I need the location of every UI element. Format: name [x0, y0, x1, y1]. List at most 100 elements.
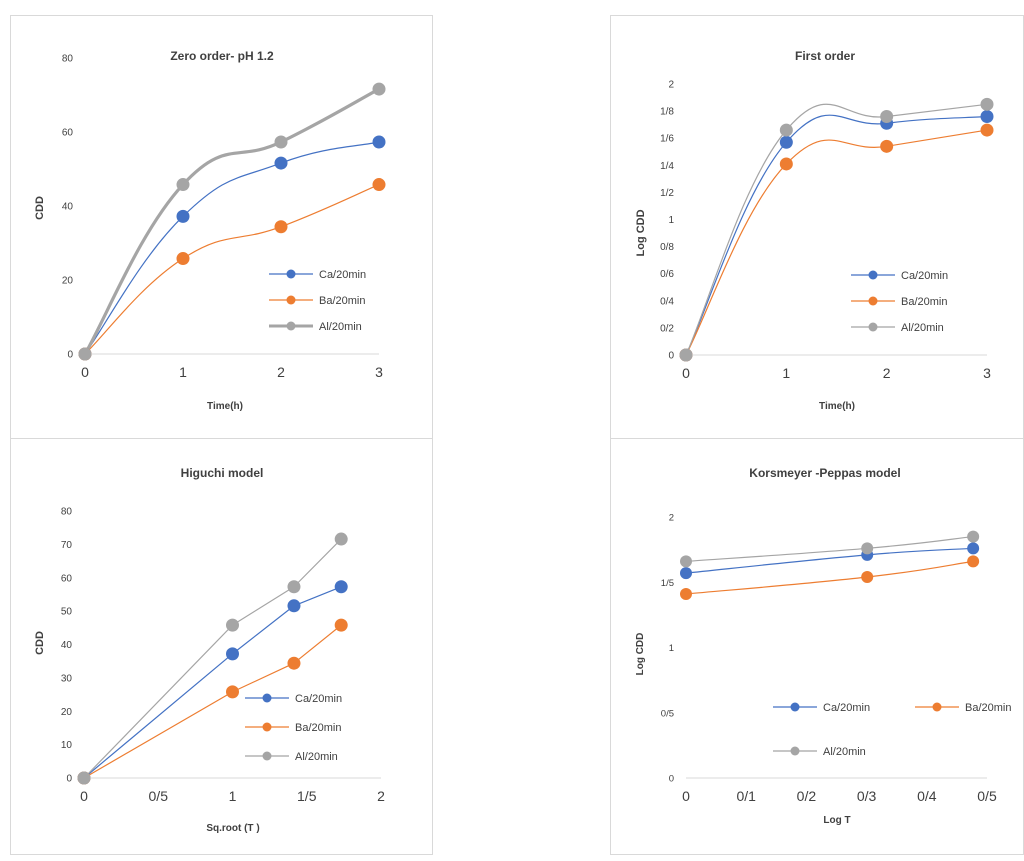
- legend-label: Ca/20min: [295, 693, 342, 705]
- ca-series-point: [372, 135, 386, 149]
- x-tick-label: 0: [80, 788, 88, 804]
- chart-title: First order: [795, 49, 855, 63]
- x-axis-label: Time(h): [819, 401, 855, 412]
- y-axis-label: Log CDD: [635, 633, 646, 676]
- ba-series-line: [685, 129, 988, 356]
- legend-entry-al-series: Al/20min: [245, 751, 338, 763]
- legend-entry-al-series: Al/20min: [773, 746, 866, 758]
- ba-series-line: [83, 624, 342, 779]
- x-tick-label: 1/5: [297, 788, 317, 804]
- x-tick-label: 1: [229, 788, 237, 804]
- al-series-point: [226, 618, 239, 632]
- legend-label: Ca/20min: [823, 702, 870, 714]
- legend-entry-al-series: Al/20min: [851, 322, 944, 334]
- chart-title: Korsmeyer -Peppas model: [749, 466, 900, 480]
- legend-label: Al/20min: [295, 751, 338, 763]
- ba-series-line: [84, 183, 380, 355]
- y-axis-label: CDD: [34, 631, 46, 655]
- x-tick-label: 0/5: [149, 788, 169, 804]
- legend-label: Ca/20min: [901, 270, 948, 282]
- legend-marker: [286, 321, 296, 331]
- x-tick-label: 1: [179, 364, 187, 380]
- al-series-point: [967, 530, 980, 543]
- ca-series-line: [84, 141, 380, 355]
- ba-series-point: [334, 618, 348, 632]
- peppas-chart: Korsmeyer -Peppas model Log T Log CDD 00…: [635, 466, 1011, 826]
- y-tick-label: 80: [61, 507, 73, 518]
- ca-series-line: [83, 586, 342, 779]
- zero-order-panel: Zero order- pH 1.2 Time(h) CDD 0 20 40 60 80…: [10, 15, 433, 439]
- legend-marker: [286, 295, 296, 305]
- ba-series-point: [779, 157, 793, 171]
- legend-label: Ba/20min: [965, 702, 1011, 714]
- ca-series-point: [980, 110, 994, 124]
- y-tick-label: 2: [669, 513, 674, 524]
- legend-label: Al/20min: [319, 321, 362, 333]
- x-axis-label: Log T: [823, 815, 850, 826]
- ba-series-line: [685, 560, 974, 595]
- ca-series-line: [685, 114, 988, 356]
- x-tick-label: 0/3: [857, 788, 877, 804]
- y-tick-label: 1/2: [660, 188, 674, 199]
- y-tick-label: 0: [669, 774, 674, 785]
- y-tick-label: 50: [61, 607, 73, 618]
- ba-series-point: [680, 587, 692, 600]
- y-tick-label: 1/8: [660, 107, 674, 118]
- x-tick-label: 2: [377, 788, 385, 804]
- al-series-line: [685, 103, 988, 356]
- first-order-panel: First order Time(h) Log CDD 0 0/2 0/4 0/6 0/…: [610, 15, 1024, 439]
- y-axis-label: CDD: [34, 196, 46, 220]
- y-tick-label: 1/4: [660, 161, 674, 172]
- ba-series-point: [372, 178, 386, 192]
- x-axis-label: Time(h): [207, 401, 243, 412]
- x-tick-label: 2: [883, 365, 891, 381]
- x-tick-label: 0: [81, 364, 89, 380]
- al-series-line: [685, 535, 974, 562]
- legend-entry-ba-series: Ba/20min: [269, 295, 365, 307]
- al-series-point: [779, 123, 793, 137]
- legend-marker: [868, 270, 878, 280]
- x-tick-label: 0/1: [736, 788, 756, 804]
- zero-order-chart: Zero order- pH 1.2 Time(h) CDD 020406080…: [34, 49, 386, 412]
- legend-entry-ba-series: Ba/20min: [915, 702, 1011, 714]
- y-tick-label: 0: [67, 350, 73, 361]
- legend-entry-ca-series: Ca/20min: [851, 270, 948, 282]
- y-tick-label: 0/6: [660, 269, 674, 280]
- al-series-point: [680, 555, 692, 568]
- x-tick-label: 0: [682, 788, 690, 804]
- y-tick-label: 30: [61, 673, 73, 684]
- ca-series-point: [226, 647, 239, 661]
- ba-series-point: [226, 685, 239, 699]
- y-tick-label: 20: [62, 276, 74, 287]
- legend-entry-ba-series: Ba/20min: [245, 722, 341, 734]
- al-series-point: [372, 82, 386, 96]
- y-tick-label: 40: [61, 640, 73, 651]
- al-series-line: [83, 87, 380, 355]
- al-series-point: [78, 347, 92, 361]
- legend-entry-ca-series: Ca/20min: [269, 269, 366, 281]
- legend-entry-ca-series: Ca/20min: [245, 693, 342, 705]
- y-tick-label: 1/5: [661, 578, 674, 589]
- legend-label: Al/20min: [901, 322, 944, 334]
- ca-series-point: [287, 599, 301, 613]
- y-tick-label: 80: [62, 54, 74, 65]
- first-order-chart: First order Time(h) Log CDD 0 0/2 0/4 0/6 0/…: [635, 49, 994, 412]
- ca-series-point: [779, 135, 793, 149]
- legend-label: Ba/20min: [295, 722, 341, 734]
- y-axis-label: Log CDD: [635, 209, 647, 256]
- higuchi-chart: Higuchi model Sq.root (T ) CDD 010203040…: [34, 466, 385, 834]
- legend-label: Ca/20min: [319, 269, 366, 281]
- y-tick-label: 1/6: [660, 134, 674, 145]
- al-series-line: [83, 538, 342, 779]
- ba-series-point: [176, 252, 190, 266]
- legend-marker: [790, 702, 800, 712]
- y-tick-label: 1: [668, 215, 674, 226]
- ba-series-point: [980, 123, 994, 137]
- ba-series-point: [967, 555, 980, 568]
- legend-label: Ba/20min: [901, 296, 947, 308]
- legend-marker: [932, 702, 942, 712]
- x-tick-label: 2: [277, 364, 285, 380]
- al-series-point: [274, 135, 288, 149]
